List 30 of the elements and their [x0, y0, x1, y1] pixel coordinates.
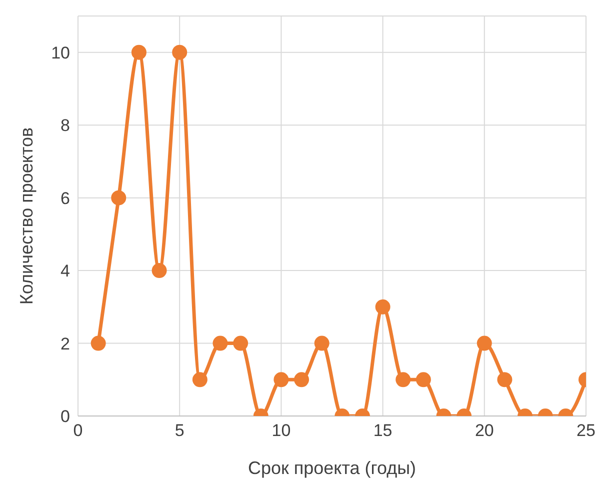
point	[314, 336, 330, 351]
y-tick-label: 10	[51, 43, 70, 62]
y-tick-label: 8	[60, 116, 70, 136]
point	[111, 190, 126, 206]
point	[497, 372, 512, 388]
x-tick-label: 25	[576, 421, 596, 440]
point	[396, 372, 411, 388]
point	[416, 372, 431, 388]
x-tick-label: 5	[174, 421, 184, 440]
y-axis-title: Количество проектов	[16, 127, 36, 305]
point	[90, 336, 106, 351]
y-tick-label: 2	[60, 334, 70, 354]
y-tick-label: 0	[60, 407, 70, 426]
y-tick-label: 6	[60, 188, 70, 208]
point	[131, 44, 146, 60]
point	[152, 263, 167, 278]
x-tick-label: 15	[373, 421, 392, 440]
point	[375, 299, 390, 314]
x-axis-title: Срок проекта (годы)	[248, 458, 416, 478]
point	[294, 372, 310, 388]
x-tick-label: 10	[272, 421, 291, 440]
x-tick-label: 0	[73, 421, 83, 440]
point	[476, 336, 492, 351]
point	[212, 336, 228, 351]
point	[274, 372, 289, 388]
x-tick-label: 20	[474, 421, 494, 440]
y-tick-label: 4	[60, 262, 70, 281]
point	[172, 44, 188, 60]
point	[233, 336, 248, 351]
point	[192, 372, 208, 388]
